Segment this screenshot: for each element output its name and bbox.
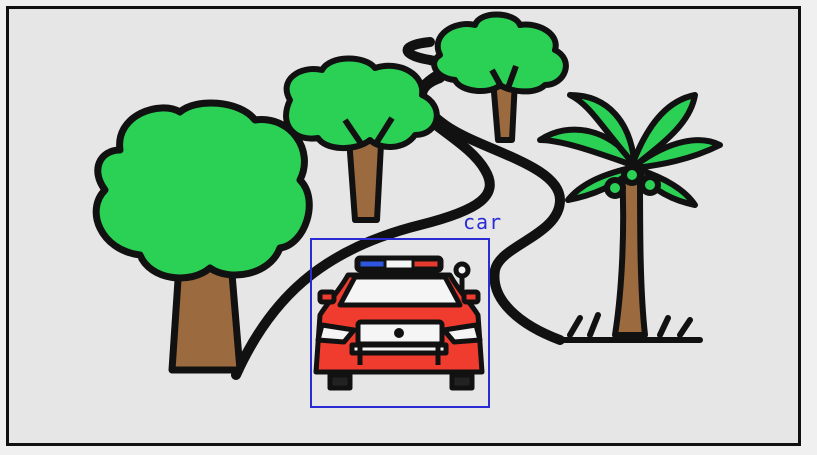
police-car <box>313 255 485 391</box>
palm-tree <box>537 92 723 343</box>
broadleaf-tree-large <box>92 99 313 374</box>
broadleaf-tree-small <box>431 11 569 143</box>
detection-label: car <box>463 210 503 234</box>
broadleaf-tree-middle <box>283 55 440 223</box>
detection-box <box>310 238 490 408</box>
